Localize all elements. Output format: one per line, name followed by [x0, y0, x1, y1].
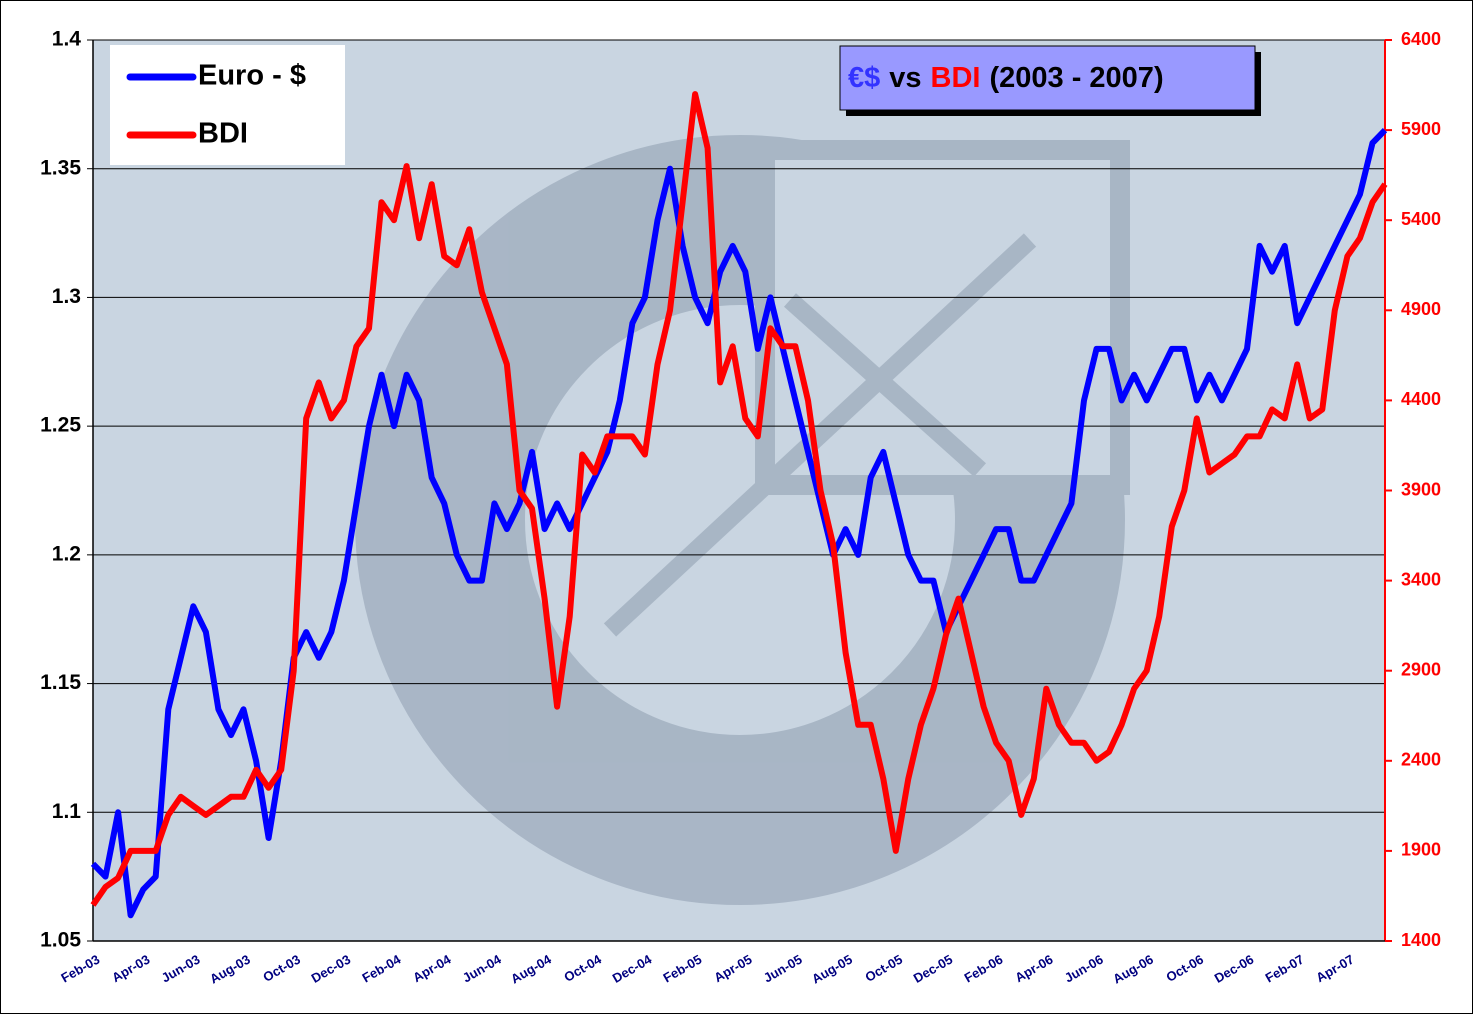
y-tick-label: 1.1: [52, 800, 82, 823]
legend-box: [110, 45, 345, 165]
legend-label: Euro - $: [198, 60, 306, 92]
y2-tick-label: 1900: [1401, 840, 1441, 860]
y2-tick-label: 2400: [1401, 750, 1441, 770]
y2-tick-label: 6400: [1401, 29, 1441, 49]
plot-area: [93, 40, 1385, 941]
y2-tick-label: 5900: [1401, 119, 1441, 139]
title-part: (2003 - 2007): [989, 62, 1163, 94]
legend-label: BDI: [198, 118, 248, 150]
y-tick-label: 1.35: [40, 156, 81, 179]
y-tick-label: 1.3: [52, 285, 81, 308]
y2-tick-label: 2900: [1401, 659, 1441, 679]
y2-tick-label: 1400: [1401, 930, 1441, 950]
chart-title: €$ vs BDI (2003 - 2007): [848, 62, 1164, 94]
data-line: [90, 128, 1388, 919]
title-part: €$: [848, 62, 880, 94]
y-tick-label: 1.05: [40, 929, 81, 952]
title-part: vs: [889, 62, 921, 94]
y2-tick-label: 4400: [1401, 389, 1441, 409]
data-line: [90, 91, 1388, 907]
y2-tick-label: 3400: [1401, 569, 1441, 589]
y-tick-label: 1.4: [52, 28, 82, 51]
y2-tick-label: 3900: [1401, 479, 1441, 499]
y2-tick-label: 4900: [1401, 299, 1441, 319]
background-logo: [355, 135, 1130, 905]
y2-tick-label: 5400: [1401, 209, 1441, 229]
y-tick-label: 1.2: [52, 542, 81, 565]
y-tick-label: 1.25: [40, 414, 81, 437]
y-tick-label: 1.15: [40, 671, 81, 694]
title-part: BDI: [931, 62, 981, 94]
title-box: [839, 45, 1256, 111]
